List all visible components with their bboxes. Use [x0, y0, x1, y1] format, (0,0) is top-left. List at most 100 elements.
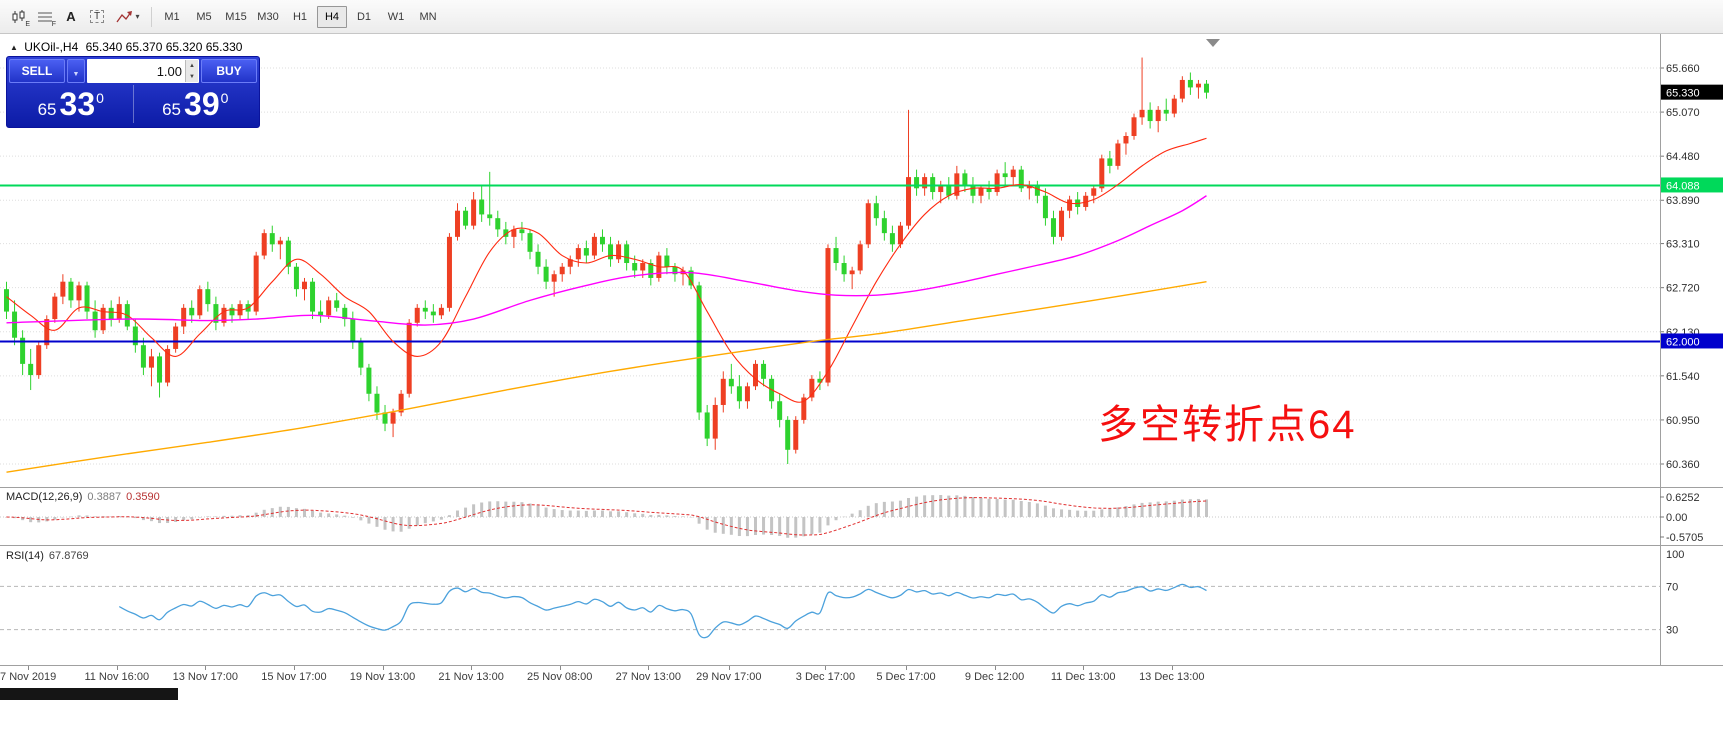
candlestick-glyph — [12, 9, 25, 23]
time-axis-tick — [994, 666, 996, 670]
svg-text:0.6252: 0.6252 — [1666, 492, 1700, 504]
volume-increase-button[interactable]: ▲ — [186, 60, 198, 71]
rsi-value: 67.8769 — [48, 550, 89, 562]
timeframe-H1[interactable]: H1 — [285, 6, 315, 28]
time-axis-tick — [825, 666, 827, 670]
text-tool-icon[interactable]: T — [84, 5, 110, 29]
indicators-icon[interactable]: ▾ — [110, 5, 146, 29]
svg-text:62.000: 62.000 — [1666, 336, 1700, 348]
macd-main-value: 0.3887 — [87, 491, 122, 503]
time-axis-label: 15 Nov 17:00 — [261, 671, 327, 683]
time-axis-label: 7 Nov 2019 — [0, 671, 57, 683]
volume-dropdown[interactable]: ▼ — [67, 59, 85, 83]
timeframe-W1[interactable]: W1 — [381, 6, 411, 28]
rsi-label: RSI(14) 67.8769 — [6, 550, 89, 562]
svg-text:60.360: 60.360 — [1666, 459, 1700, 471]
volume-decrease-button[interactable]: ▼ — [186, 71, 198, 82]
svg-text:64.480: 64.480 — [1666, 151, 1700, 163]
timeframe-H4[interactable]: H4 — [317, 5, 347, 28]
rsi-panel-canvas[interactable]: 100 70 30 — [0, 546, 1723, 666]
macd-name: MACD(12,26,9) — [6, 491, 83, 503]
macd-signal-value: 0.3590 — [126, 491, 160, 503]
time-axis-tick — [205, 666, 207, 670]
chart-type-icon[interactable]: E — [6, 5, 32, 29]
time-axis-tick — [471, 666, 473, 670]
bid-ask-display: 65 33 0 65 39 0 — [9, 83, 257, 125]
time-axis-tick — [728, 666, 730, 670]
svg-text:65.330: 65.330 — [1666, 88, 1700, 100]
taskbar-fragment — [0, 688, 178, 700]
bid-pipette: 0 — [96, 90, 104, 106]
icon-sub-label: E — [25, 20, 30, 28]
svg-text:61.540: 61.540 — [1666, 371, 1700, 383]
ask-pipette: 0 — [220, 90, 229, 106]
time-axis-label: 13 Dec 13:00 — [1139, 671, 1205, 683]
time-axis-label: 27 Nov 13:00 — [615, 671, 681, 683]
buy-button[interactable]: BUY — [201, 59, 257, 83]
svg-text:70: 70 — [1666, 581, 1678, 593]
toolbar: E F A T ▾ M1 M5 M15 M30 H1 H4 D1 W1 MN — [0, 0, 1723, 34]
time-axis-label: 19 Nov 13:00 — [349, 671, 416, 683]
volume-spinner: ▲ ▼ — [185, 60, 198, 82]
toolbar-separator — [151, 6, 152, 27]
time-axis-tick — [648, 666, 650, 670]
bid-prefix: 65 — [37, 100, 57, 119]
time-axis-tick — [1171, 666, 1173, 670]
rsi-name: RSI(14) — [6, 550, 44, 562]
ask-price: 65 39 0 — [134, 88, 258, 120]
bid-price: 65 33 0 — [9, 88, 133, 120]
time-axis-label: 25 Nov 08:00 — [526, 671, 593, 683]
svg-text:100: 100 — [1666, 549, 1684, 561]
svg-text:0.00: 0.00 — [1666, 512, 1687, 524]
time-axis-tick — [559, 666, 561, 670]
timeframe-M5[interactable]: M5 — [189, 6, 219, 28]
price-divider — [132, 85, 134, 123]
icon-sub-label: F — [51, 20, 56, 28]
time-axis-tick — [28, 666, 30, 670]
zigzag-glyph — [116, 10, 133, 22]
time-axis-label: 11 Nov 16:00 — [84, 671, 150, 683]
svg-text:65.070: 65.070 — [1666, 107, 1700, 119]
svg-text:30: 30 — [1666, 625, 1678, 637]
time-axis[interactable]: 7 Nov 2019 11 Nov 16:00 13 Nov 17:00 15 Nov… — [0, 666, 1723, 688]
time-axis-label: 3 Dec 17:00 — [795, 671, 856, 683]
time-axis-label: 5 Dec 17:00 — [876, 671, 936, 683]
macd-panel-canvas[interactable]: 0.6252 0.00 -0.5705 — [0, 487, 1723, 546]
ask-big-digits: 39 — [184, 86, 220, 122]
svg-text:63.890: 63.890 — [1666, 195, 1700, 207]
time-axis-tick — [293, 666, 295, 670]
time-axis-tick — [382, 666, 384, 670]
font-icon[interactable]: A — [58, 5, 84, 29]
bid-big-digits: 33 — [59, 86, 96, 122]
timeframe-M15[interactable]: M15 — [221, 6, 251, 28]
time-axis-label: 13 Nov 17:00 — [172, 671, 239, 683]
time-axis-label: 9 Dec 12:00 — [964, 671, 1025, 683]
sell-button[interactable]: SELL — [9, 59, 65, 83]
symbol-period-label: UKOil-,H4 — [24, 40, 79, 54]
timeframe-D1[interactable]: D1 — [349, 6, 379, 28]
chart-title: ▲ UKOil-,H4 65.340 65.370 65.320 65.330 — [10, 40, 246, 54]
svg-text:60.950: 60.950 — [1666, 415, 1700, 427]
svg-text:-0.5705: -0.5705 — [1666, 532, 1703, 544]
chart-annotation-text: 多空转折点64 — [1098, 403, 1357, 447]
time-axis-tick — [906, 666, 907, 670]
volume-field-wrap: ▲ ▼ — [87, 59, 199, 83]
timeframe-group: M1 M5 M15 M30 H1 H4 D1 W1 MN — [157, 5, 443, 28]
time-axis-label: 11 Dec 13:00 — [1050, 671, 1116, 683]
volume-input[interactable] — [87, 59, 199, 83]
price-chart-canvas[interactable]: 65.66065.07064.48063.89063.31062.72062.1… — [0, 34, 1723, 487]
time-axis-label: 21 Nov 13:00 — [438, 671, 504, 683]
grid-icon[interactable]: F — [32, 5, 58, 29]
svg-text:62.720: 62.720 — [1666, 283, 1700, 295]
timeframe-M30[interactable]: M30 — [253, 6, 283, 28]
chevron-down-icon: ▼ — [72, 70, 80, 78]
time-axis-tick — [116, 666, 118, 670]
symbol-marker-icon: ▲ — [10, 43, 18, 52]
text-tool-glyph: T — [89, 10, 105, 23]
svg-text:65.660: 65.660 — [1666, 63, 1700, 75]
chevron-down-icon: ▾ — [135, 12, 140, 21]
timeframe-M1[interactable]: M1 — [157, 6, 187, 28]
trade-panel-controls: SELL ▼ ▲ ▼ BUY — [9, 59, 257, 83]
timeframe-MN[interactable]: MN — [413, 6, 443, 28]
